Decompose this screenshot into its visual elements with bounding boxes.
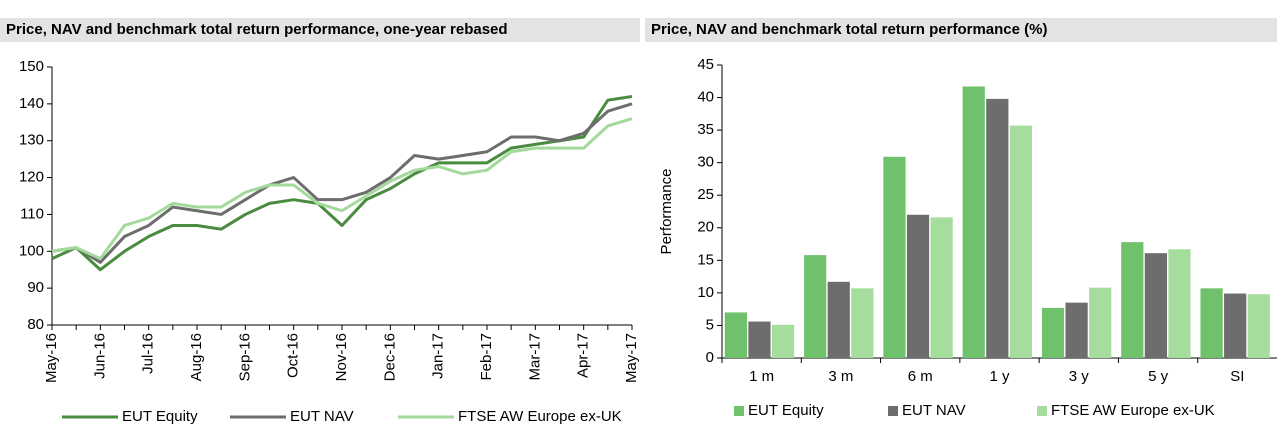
x-tick-label: 5 y (1148, 368, 1169, 385)
y-tick-label: 120 (19, 169, 44, 186)
bar (962, 86, 985, 358)
y-axis-label: Performance (658, 169, 675, 255)
legend-swatch (734, 406, 744, 416)
series-line (51, 102, 633, 264)
bar (883, 156, 906, 358)
bar (804, 255, 827, 358)
x-tick-label: Mar-17 (526, 333, 543, 381)
x-tick-label: 3 m (828, 368, 853, 385)
x-tick-label: Nov-16 (333, 333, 350, 381)
y-tick-label: 80 (27, 316, 44, 333)
bar (1121, 242, 1144, 358)
x-tick-label: Apr-17 (575, 333, 592, 378)
x-tick-label: Jul-16 (140, 333, 157, 374)
x-tick-label: Jun-16 (91, 333, 108, 379)
bar (1065, 302, 1088, 358)
bar (827, 281, 850, 358)
y-tick-label: 10 (697, 284, 714, 301)
y-tick-label: 40 (697, 89, 714, 106)
bar (748, 321, 771, 358)
legend-label: FTSE AW Europe ex-UK (1051, 402, 1215, 419)
bar (851, 288, 874, 358)
bar (1224, 293, 1247, 358)
x-tick-label: Aug-16 (188, 333, 205, 381)
bar (1168, 249, 1191, 358)
bar (1009, 125, 1033, 358)
bar (724, 312, 747, 358)
bar (986, 98, 1009, 358)
legend-swatch (888, 406, 898, 416)
title-bar (645, 18, 1277, 42)
legend-label: FTSE AW Europe ex-UK (458, 408, 622, 425)
legend-label: EUT Equity (122, 408, 198, 425)
y-tick-label: 110 (20, 205, 44, 222)
y-tick-label: 35 (697, 121, 714, 138)
y-tick-label: 150 (19, 58, 44, 75)
x-tick-label: 1 m (749, 368, 774, 385)
bar (906, 214, 930, 358)
legend-swatch (1037, 406, 1047, 416)
chart-title: Price, NAV and benchmark total return pe… (6, 21, 508, 38)
series-line (51, 95, 633, 272)
y-tick-label: 30 (697, 154, 714, 171)
bar (1041, 307, 1065, 358)
y-tick-label: 45 (697, 56, 714, 73)
y-tick-label: 0 (706, 349, 714, 366)
x-tick-label: Dec-16 (381, 333, 398, 381)
x-tick-label: 3 y (1069, 368, 1090, 385)
y-tick-label: 20 (697, 219, 714, 236)
bar (1089, 287, 1112, 358)
x-tick-label: May-16 (43, 333, 60, 383)
y-tick-label: 100 (19, 242, 44, 259)
legend-label: EUT NAV (902, 402, 966, 419)
top-strip (0, 0, 1277, 9)
x-tick-label: Oct-16 (285, 333, 302, 378)
x-tick-label: May-17 (623, 333, 640, 383)
y-tick-label: 5 (706, 316, 714, 333)
bar (1144, 253, 1167, 358)
y-tick-label: 90 (27, 279, 44, 296)
y-tick-label: 15 (697, 251, 714, 268)
y-tick-label: 140 (19, 95, 44, 112)
bar (771, 324, 795, 358)
title-bar (0, 18, 640, 42)
x-tick-label: Jan-17 (430, 333, 447, 379)
chart-title: Price, NAV and benchmark total return pe… (651, 21, 1047, 38)
series-line (51, 117, 633, 261)
legend-label: EUT Equity (748, 402, 824, 419)
y-tick-label: 25 (697, 186, 714, 203)
bar (930, 217, 953, 358)
bar (1247, 294, 1270, 358)
x-tick-label: Feb-17 (478, 333, 495, 381)
x-tick-label: 1 y (989, 368, 1010, 385)
bar (1200, 288, 1223, 358)
x-tick-label: SI (1230, 368, 1244, 385)
x-tick-label: 6 m (908, 368, 933, 385)
legend-label: EUT NAV (290, 408, 354, 425)
y-tick-label: 130 (19, 132, 44, 149)
x-tick-label: Sep-16 (236, 333, 253, 381)
